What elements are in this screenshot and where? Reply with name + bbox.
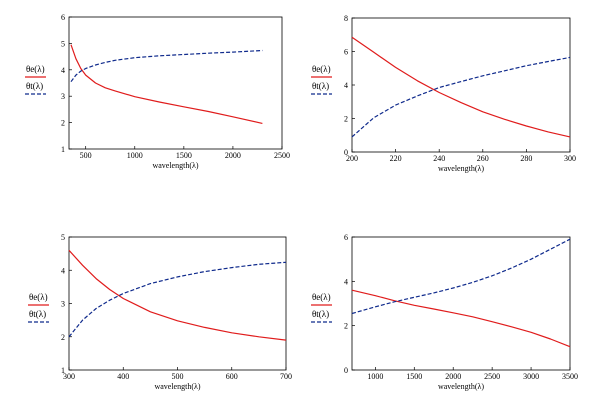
x-tick-label: 300 bbox=[564, 154, 576, 163]
legend-label: θe(λ) bbox=[29, 292, 48, 302]
x-tick-label: 500 bbox=[172, 372, 184, 381]
series-line-2 bbox=[70, 49, 263, 83]
y-tick-label: 4 bbox=[61, 266, 65, 275]
x-tick-label: 1500 bbox=[176, 151, 192, 160]
legend-label: θt(λ) bbox=[29, 309, 46, 319]
y-tick-label: 4 bbox=[61, 66, 65, 75]
legend-label: θt(λ) bbox=[312, 81, 329, 91]
chart-1: 500 1000 1500 2000 2500 1 2 3 4 5 6 wavelength(λ) θe… bbox=[25, 13, 290, 170]
x-tick-label: 260 bbox=[477, 154, 489, 163]
x-tick-label: 2500 bbox=[274, 151, 290, 160]
y-tick-label: 5 bbox=[61, 39, 65, 48]
x-axis-label: wavelength(λ) bbox=[152, 161, 198, 170]
y-tick-label: 1 bbox=[61, 145, 65, 154]
plot-frame bbox=[68, 236, 287, 371]
series-line-1 bbox=[351, 289, 571, 348]
legend-label: θe(λ) bbox=[312, 64, 331, 74]
y-tick-label: 5 bbox=[61, 233, 65, 242]
x-tick-label: 600 bbox=[226, 372, 238, 381]
x-tick-label: 220 bbox=[390, 154, 402, 163]
y-tick-label: 0 bbox=[344, 148, 348, 157]
plot-frame bbox=[351, 17, 571, 153]
series-line-2 bbox=[351, 56, 571, 138]
x-axis-label: wavelength(λ) bbox=[154, 382, 200, 391]
x-axis-label: wavelength(λ) bbox=[438, 382, 484, 391]
y-tick-label: 4 bbox=[344, 277, 348, 286]
x-tick-label: 200 bbox=[346, 154, 358, 163]
x-axis-label: wavelength(λ) bbox=[438, 164, 484, 173]
y-tick-label: 2 bbox=[344, 322, 348, 331]
y-tick-label: 3 bbox=[61, 92, 65, 101]
x-tick-label: 3000 bbox=[523, 372, 539, 381]
legend-label: θt(λ) bbox=[312, 309, 329, 319]
y-tick-label: 6 bbox=[344, 233, 348, 242]
chart-2: 200 220 240 260 280 300 0 2 4 6 8 wavelength(λ) θe(λ… bbox=[311, 14, 576, 173]
y-tick-label: 1 bbox=[61, 366, 65, 375]
series-line-2 bbox=[351, 238, 571, 315]
y-tick-label: 2 bbox=[61, 119, 65, 128]
x-tick-label: 2000 bbox=[225, 151, 241, 160]
x-tick-label: 240 bbox=[433, 154, 445, 163]
series-line-1 bbox=[70, 44, 263, 124]
series-line-2 bbox=[68, 261, 287, 338]
x-tick-label: 3500 bbox=[562, 372, 578, 381]
x-tick-label: 700 bbox=[280, 372, 292, 381]
x-tick-label: 400 bbox=[117, 372, 129, 381]
plot-frame bbox=[68, 16, 283, 150]
series-line-1 bbox=[351, 36, 571, 138]
legend-label: θe(λ) bbox=[312, 292, 331, 302]
x-tick-label: 1000 bbox=[367, 372, 383, 381]
x-tick-label: 280 bbox=[520, 154, 532, 163]
y-tick-label: 6 bbox=[61, 13, 65, 22]
x-tick-label: 500 bbox=[80, 151, 92, 160]
chart-3: 300 400 500 600 700 1 2 3 4 5 wavelength(λ) θe(λ) θt… bbox=[28, 233, 292, 391]
y-tick-label: 2 bbox=[344, 115, 348, 124]
plot-frame bbox=[351, 236, 571, 371]
x-tick-label: 1000 bbox=[127, 151, 143, 160]
y-tick-label: 4 bbox=[344, 81, 348, 90]
y-tick-label: 3 bbox=[61, 300, 65, 309]
x-tick-label: 1500 bbox=[406, 372, 422, 381]
y-tick-label: 8 bbox=[344, 14, 348, 23]
x-tick-label: 2500 bbox=[484, 372, 500, 381]
y-tick-label: 0 bbox=[344, 366, 348, 375]
legend-label: θe(λ) bbox=[26, 64, 45, 74]
x-tick-label: 300 bbox=[63, 372, 75, 381]
series-line-1 bbox=[68, 249, 287, 341]
chart-4: 1000 1500 2000 2500 3000 3500 0 2 4 6 wavelength(λ… bbox=[311, 233, 578, 391]
y-tick-label: 2 bbox=[61, 333, 65, 342]
legend-label: θt(λ) bbox=[26, 81, 43, 91]
x-tick-label: 2000 bbox=[445, 372, 461, 381]
y-tick-label: 6 bbox=[344, 48, 348, 57]
